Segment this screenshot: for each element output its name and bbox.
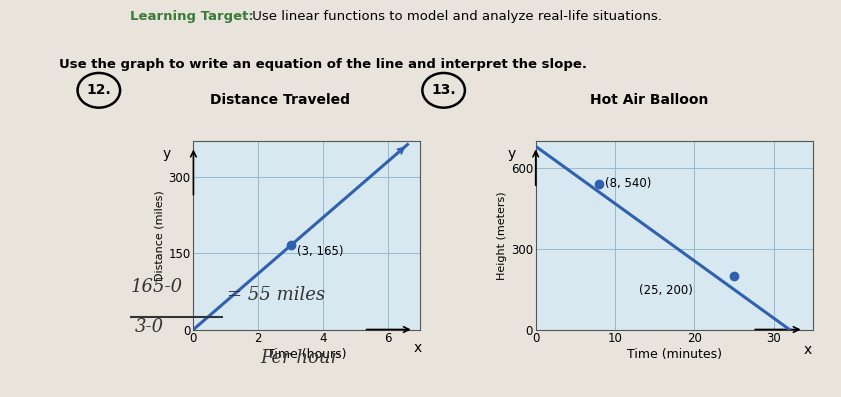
Text: x: x xyxy=(414,341,422,355)
Text: y: y xyxy=(508,146,516,161)
Text: 3-0: 3-0 xyxy=(135,318,164,335)
Text: (8, 540): (8, 540) xyxy=(606,177,652,190)
X-axis label: Time (minutes): Time (minutes) xyxy=(627,348,722,361)
Text: y: y xyxy=(162,146,171,161)
Text: 12.: 12. xyxy=(87,83,111,97)
Text: x: x xyxy=(803,343,812,357)
Text: (3, 165): (3, 165) xyxy=(297,245,344,258)
Text: 165-0: 165-0 xyxy=(130,278,182,296)
Text: Per hour: Per hour xyxy=(261,349,340,367)
Text: Hot Air Balloon: Hot Air Balloon xyxy=(590,93,709,107)
X-axis label: Time (hours): Time (hours) xyxy=(267,348,346,361)
Text: (25, 200): (25, 200) xyxy=(639,285,693,297)
Circle shape xyxy=(77,73,120,108)
Text: 13.: 13. xyxy=(431,83,456,97)
Circle shape xyxy=(422,73,465,108)
Text: Use linear functions to model and analyze real-life situations.: Use linear functions to model and analyz… xyxy=(248,10,662,23)
Text: Use the graph to write an equation of the line and interpret the slope.: Use the graph to write an equation of th… xyxy=(59,58,587,71)
Text: = 55 miles: = 55 miles xyxy=(227,286,325,304)
Y-axis label: Distance (miles): Distance (miles) xyxy=(154,190,164,281)
Text: Learning Target:: Learning Target: xyxy=(130,10,254,23)
Text: Distance Traveled: Distance Traveled xyxy=(209,93,350,107)
Y-axis label: Height (meters): Height (meters) xyxy=(496,191,506,279)
